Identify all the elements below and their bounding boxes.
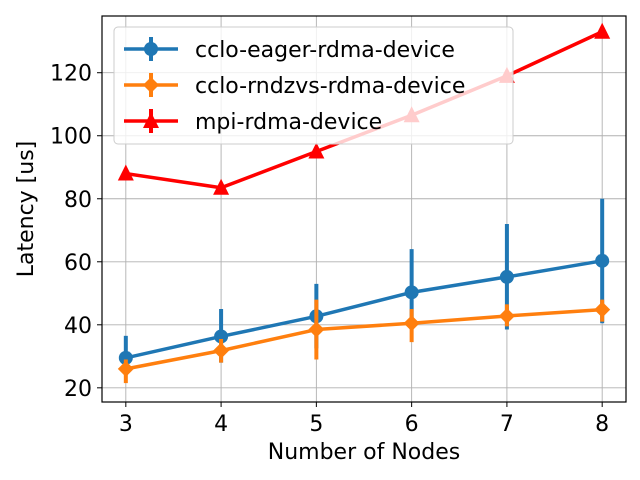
legend-label: cclo-rndzvs-rdma-device [195,74,465,99]
legend-marker [143,77,159,93]
legend-entry: mpi-rdma-device [124,109,382,135]
x-tick-label: 5 [309,412,323,437]
plot-frame [101,15,627,403]
y-axis: 20 40 60 80 100 120 [50,62,102,402]
data-point [118,350,133,365]
data-point [117,360,134,377]
legend-marker [144,42,158,56]
data-point [117,164,134,181]
series-line [125,307,603,371]
x-tick-label: 6 [405,412,419,437]
data-point [499,269,514,284]
x-axis-title: Number of Nodes [268,440,460,465]
data-point [498,307,515,324]
series-layer [117,22,611,384]
x-tick-label: 7 [500,412,514,437]
x-tick-label: 8 [595,412,609,437]
data-point [214,329,229,344]
x-tick-label: 3 [119,412,133,437]
legend-label: cclo-eager-rdma-device [195,38,455,63]
y-tick-label: 100 [50,125,92,150]
x-tick-label: 4 [214,412,228,437]
series-line [125,259,603,360]
data-point [213,178,230,195]
data-point [595,253,610,268]
series-cclo-rndzvs-rdma-device [117,299,611,384]
data-point [308,321,325,338]
legend-marker [143,112,159,128]
legend-label: mpi-rdma-device [195,110,382,135]
legend-entry: cclo-eager-rdma-device [124,37,455,63]
series-cclo-eager-rdma-device [118,198,610,371]
y-tick-label: 120 [50,62,92,87]
y-tick-label: 40 [64,314,92,339]
y-axis-title: Latency [us] [14,141,39,278]
data-point [213,342,230,359]
x-axis: 3 4 5 6 7 8 [119,402,609,437]
y-tick-label: 60 [64,251,92,276]
legend: cclo-eager-rdma-device cclo-rndzvs-rdma-d… [113,26,514,145]
legend-box [113,26,514,145]
data-point [308,142,325,159]
data-point [404,285,419,300]
data-point [594,22,611,39]
y-tick-label: 20 [64,377,92,402]
legend-entry: cclo-rndzvs-rdma-device [124,73,465,99]
y-tick-label: 80 [64,188,92,213]
data-point [403,315,420,332]
data-point [594,301,611,318]
error-bars [123,198,605,371]
